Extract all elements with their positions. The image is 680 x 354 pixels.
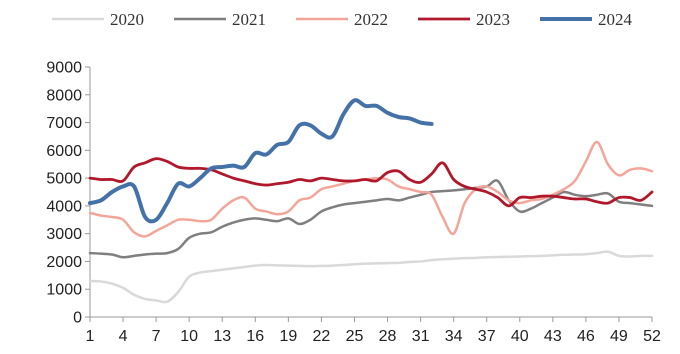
legend-label-2023: 2023 — [476, 10, 510, 29]
y-tick-label: 1000 — [46, 282, 82, 299]
series-line-2023 — [88, 157, 654, 208]
axes — [89, 67, 652, 318]
legend: 2020 2021 2022 2023 2024 — [52, 10, 633, 29]
x-tick-label: 4 — [119, 328, 128, 345]
x-tick-label: 52 — [643, 328, 661, 345]
legend-label-2020: 2020 — [110, 10, 144, 29]
y-tick-label: 2000 — [46, 254, 82, 271]
x-tick-label: 31 — [412, 328, 430, 345]
x-tick-label: 13 — [213, 328, 231, 345]
y-tick-label: 6000 — [46, 143, 82, 160]
y-axis-ticks: 0 1000 2000 3000 4000 5000 6000 7000 8000 9000 — [46, 60, 90, 327]
x-tick-label: 1 — [86, 328, 95, 345]
x-tick-label: 16 — [246, 328, 264, 345]
x-tick-label: 37 — [478, 328, 496, 345]
y-tick-label: 4000 — [46, 198, 82, 215]
y-tick-label: 9000 — [46, 60, 82, 77]
series-line-2024 — [88, 98, 434, 224]
y-tick-label: 3000 — [46, 226, 82, 243]
y-tick-label: 0 — [73, 310, 82, 327]
x-tick-label: 25 — [346, 328, 364, 345]
series-line-2022 — [88, 140, 654, 238]
series-layer — [88, 98, 654, 304]
series-line-2020 — [88, 250, 654, 304]
legend-label-2024: 2024 — [598, 10, 633, 29]
legend-label-2021: 2021 — [232, 10, 266, 29]
x-axis-ticks: 1 4 7 10 13 16 19 22 25 28 31 34 37 40 43 46 49 52 — [86, 317, 661, 345]
x-tick-label: 10 — [180, 328, 198, 345]
x-tick-label: 49 — [610, 328, 628, 345]
series-line-2021 — [88, 179, 654, 259]
x-tick-label: 19 — [279, 328, 297, 345]
x-tick-label: 40 — [511, 328, 529, 345]
x-tick-label: 34 — [445, 328, 463, 345]
x-tick-label: 43 — [544, 328, 562, 345]
legend-label-2022: 2022 — [354, 10, 388, 29]
x-tick-label: 22 — [313, 328, 331, 345]
y-tick-label: 7000 — [46, 115, 82, 132]
y-tick-label: 8000 — [46, 87, 82, 104]
x-tick-label: 46 — [577, 328, 595, 345]
x-tick-label: 7 — [152, 328, 161, 345]
x-tick-label: 28 — [379, 328, 397, 345]
y-tick-label: 5000 — [46, 171, 82, 188]
